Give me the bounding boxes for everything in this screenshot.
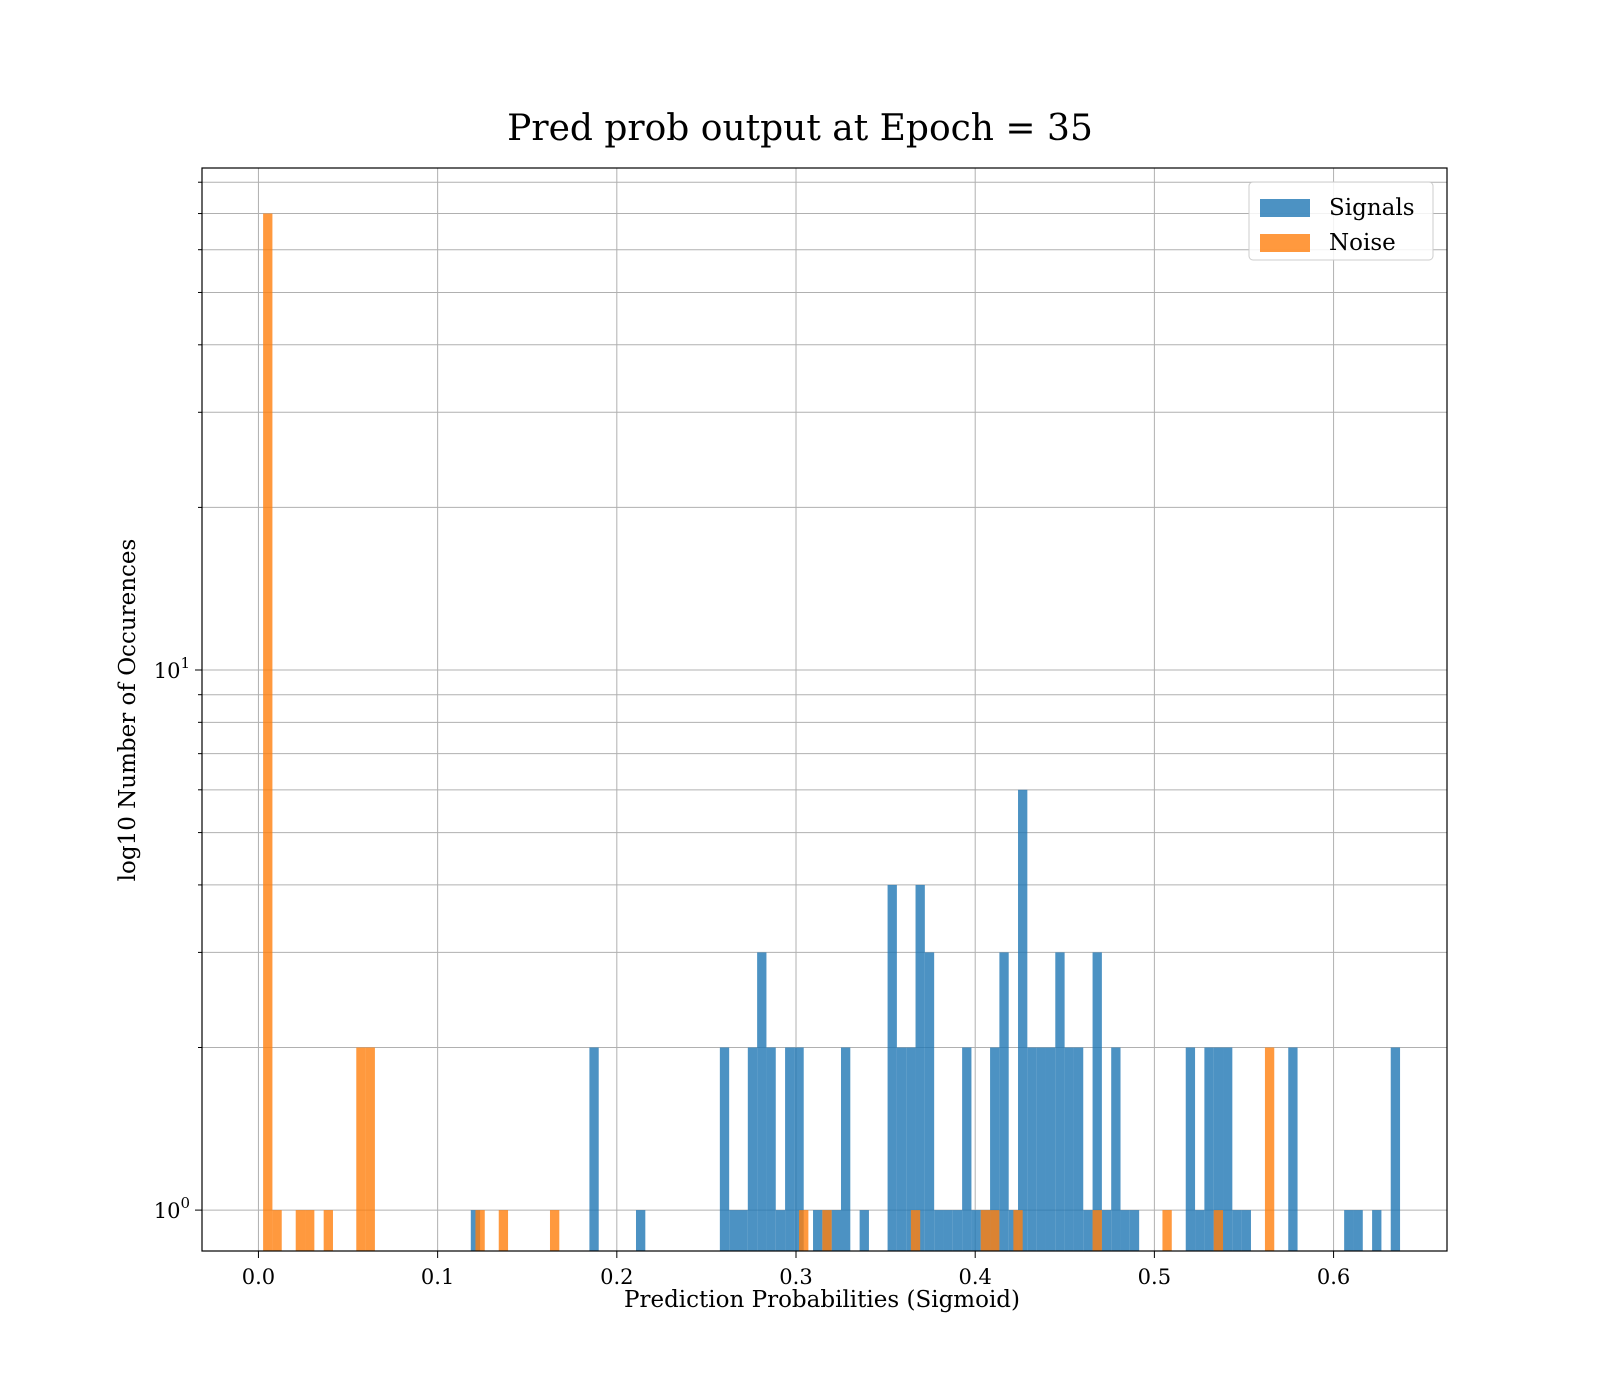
y-tick-label: 100 [154,1194,190,1223]
x-tick-label: 0.6 [1317,1265,1350,1289]
plot-frame [201,167,1448,1252]
histogram-bar [1390,1047,1401,1251]
legend-label: Signals [1329,195,1415,221]
histogram-bar [498,1210,509,1251]
histogram-bar [747,1047,758,1251]
histogram-bar [1092,952,1102,1251]
histogram-bar [794,1047,804,1251]
histogram-bar [1288,1047,1298,1251]
histogram-bar [896,1047,907,1251]
histogram-bar [910,1210,921,1251]
histogram-bar [990,1210,1000,1251]
histogram-bar [962,1047,972,1251]
histogram-bar [1018,789,1028,1251]
histogram-bar [859,1210,869,1251]
histogram-bar [738,1210,748,1251]
histogram-bar [1232,1210,1242,1251]
grid [202,168,1447,1251]
histogram-bar [799,1210,809,1251]
histogram-bar [999,952,1009,1251]
legend: Signals Noise [1248,181,1434,261]
histogram-bar [971,1210,981,1251]
x-tick-label: 0.1 [421,1265,454,1289]
legend-swatch [1260,234,1310,252]
histogram-bar [475,1210,485,1251]
histogram-bar [822,1210,832,1251]
histogram-bar [1064,1047,1074,1251]
histogram-bar [1120,1210,1130,1251]
histogram-bar [589,1047,599,1251]
histogram-bar [1129,1210,1140,1251]
histogram-bar [1213,1210,1224,1251]
histogram-bar [757,952,767,1251]
histogram-bar [906,1047,916,1251]
x-axis-ticks: 0.0 0.1 0.2 0.3 0.4 0.5 0.6 [242,1251,1350,1289]
histogram-bar [1195,1210,1205,1251]
histogram-bar [1372,1210,1382,1251]
series-signals [470,789,1401,1251]
histogram-bar [952,1210,963,1251]
histogram-bars [263,213,1401,1251]
y-axis-ticks: 100 101 [154,181,202,1223]
histogram-bar [1073,1047,1084,1251]
histogram-bar [1204,1047,1214,1251]
histogram-bar [924,952,935,1251]
x-tick-label: 0.2 [600,1265,633,1289]
histogram-bar [1344,1210,1354,1251]
histogram-bar [1036,1047,1046,1251]
x-tick-label: 0.4 [958,1265,991,1289]
histogram-bar [840,1047,851,1251]
histogram-bar [635,1210,646,1251]
histogram-bar [1111,1047,1121,1251]
histogram-bar [813,1210,823,1251]
histogram-bar [785,1047,795,1251]
histogram-bar [1092,1210,1102,1251]
y-axis-label: log10 Number of Occurences [115,539,141,882]
legend-swatch [1260,199,1310,217]
histogram-bar [549,1210,560,1251]
x-tick-label: 0.3 [779,1265,812,1289]
chart-title: Pred prob output at Epoch = 35 [507,108,1093,149]
histogram-bar [775,1210,786,1251]
histogram-bar [295,1210,306,1251]
histogram-bar [1055,952,1065,1251]
histogram-bar [1045,1047,1056,1251]
histogram-bar [1185,1047,1196,1251]
x-tick-label: 0.0 [242,1265,275,1289]
histogram-bar [1013,1210,1023,1251]
histogram-bar [831,1210,841,1251]
histogram-bar [305,1210,315,1251]
histogram-bar [1223,1047,1233,1251]
y-tick-label: 101 [154,654,190,683]
histogram-bar [990,1047,1000,1251]
histogram-bar [729,1210,739,1251]
histogram-bar [915,884,925,1251]
histogram-bar [719,1047,730,1251]
histogram-bar [1264,1047,1275,1251]
histogram-bar [1162,1210,1172,1251]
histogram-bar [1008,1210,1019,1251]
histogram-bar [1213,1047,1224,1251]
histogram-bar [1101,1210,1112,1251]
histogram-bar [887,884,897,1251]
histogram-bar [272,1210,282,1251]
histogram-bar [1241,1210,1251,1251]
legend-label: Noise [1329,230,1396,256]
histogram-bar [980,1210,991,1251]
histogram-bar [1083,1210,1093,1251]
histogram-bar [1353,1210,1363,1251]
histogram-bar [943,1210,953,1251]
x-axis-label: Prediction Probabilities (Sigmoid) [624,1287,1020,1313]
histogram-bar [365,1047,375,1251]
series-noise [263,213,1275,1251]
histogram-bar [356,1047,366,1251]
histogram-bar [323,1210,333,1251]
histogram-bar [263,213,273,1251]
histogram-bar [934,1210,944,1251]
histogram-bar [766,1047,776,1251]
histogram-bar [1027,1047,1037,1251]
x-tick-label: 0.5 [1138,1265,1171,1289]
